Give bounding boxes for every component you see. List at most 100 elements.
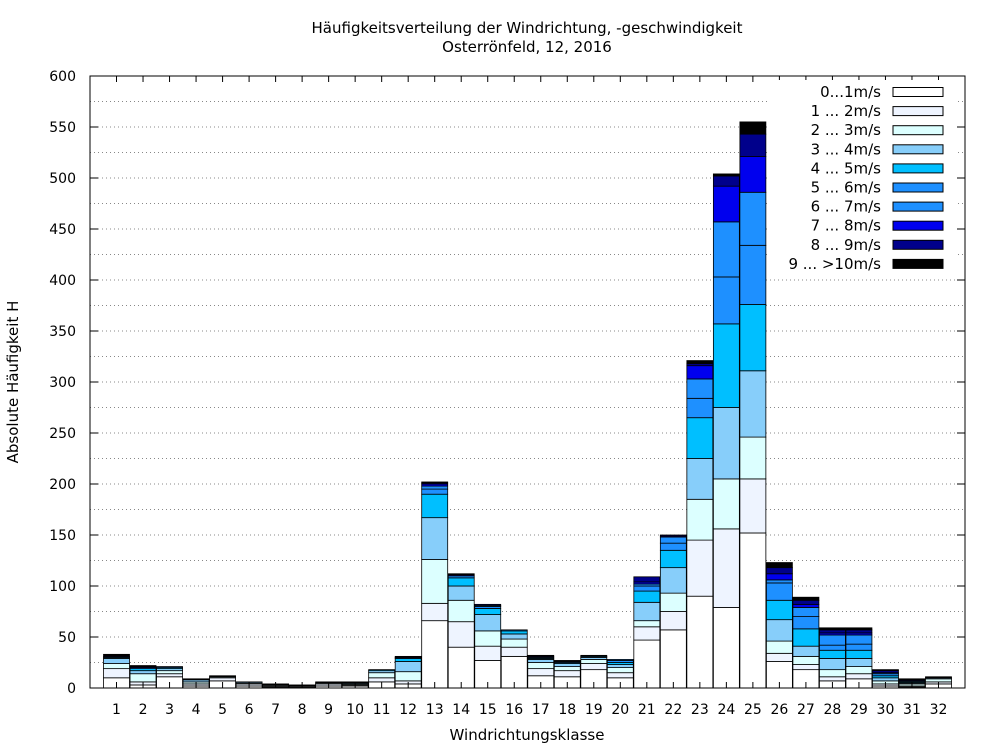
chart-title: Häufigkeitsverteilung der Windrichtung, … [312,19,743,37]
bar-segment-10 [898,678,926,681]
bar-segment-3 [686,498,714,541]
bar-segment-10 [686,360,714,365]
bar-segment-2 [739,478,767,534]
bar-segment-3 [129,673,157,683]
bar-segment-1 [633,639,661,689]
bar-segment-7 [712,221,740,278]
bar-segment-10 [421,481,449,484]
y-tick-label: 350 [49,324,76,340]
bar-segment-2 [819,676,846,682]
bar-segment-9 [792,599,820,605]
bar-segment-10 [712,173,740,177]
bar-segment-8 [739,156,767,193]
bar-segment-6 [739,244,767,305]
bar-segment-4 [792,645,820,657]
y-tick-label: 250 [49,426,76,442]
bar-segment-10 [447,573,475,576]
x-tick-label: 16 [505,702,523,718]
bar-segment-3 [792,655,820,665]
y-tick-label: 450 [49,222,76,238]
bar-segment-7 [606,659,634,661]
y-tick-label: 50 [58,630,76,646]
bar-segment-4 [447,585,475,601]
bar-segment-1 [447,646,475,689]
bar-segment-10 [925,676,952,679]
bar-segment-10 [129,665,157,667]
legend-label: 2 ... 3m/s [811,121,882,139]
bar-segment-10 [209,675,236,678]
bar-segment-2 [633,626,661,641]
legend-label: 5 ... 6m/s [811,179,882,197]
legend-swatch [892,182,944,193]
bar-segment-4 [739,370,767,438]
x-tick-label: 5 [218,702,227,718]
bar-segment-2 [580,663,608,671]
bar-segment-4 [633,601,661,622]
bar-segment-9 [819,629,846,634]
bar-segment-5 [712,323,740,408]
bar-segment-3 [633,620,661,628]
bar-segment-3 [766,640,793,654]
bar-segment-4 [103,658,130,664]
bar-segment-2 [712,528,740,608]
legend-label: 7 ... 8m/s [811,217,882,235]
bar-segment-8 [766,573,793,581]
bar-segment-1 [659,629,687,689]
bar-segment-9 [766,567,793,575]
bar-segment-6 [500,629,528,632]
bar-segment-3 [527,662,555,670]
y-tick-label: 150 [49,528,76,544]
bar-segment-2 [447,621,475,648]
bar-segment-6 [421,488,449,495]
x-axis-label: Windrichtungsklasse [450,726,605,744]
bar-segment-5 [766,599,793,621]
bar-segment-7 [739,191,767,246]
bar-segment-10 [553,660,581,662]
x-tick-label: 2 [139,702,148,718]
bar-segment-1 [421,620,449,689]
x-tick-label: 1 [112,702,121,718]
bar-segment-3 [925,678,952,683]
x-tick-label: 13 [426,702,444,718]
bar-segment-8 [792,603,820,608]
bar-segment-3 [500,638,528,648]
bar-segment-10 [527,654,555,657]
bar-segment-10 [819,627,846,631]
bar-segment-10 [766,562,793,569]
x-tick-label: 10 [346,702,364,718]
bar-segment-10 [394,655,422,658]
bar-segment-7 [659,536,687,544]
legend-swatch [892,239,944,250]
x-tick-label: 19 [585,702,603,718]
bar-segment-3 [659,592,687,612]
bar-segment-7 [766,579,793,584]
bar-segment-4 [421,517,449,560]
bar-segment-5 [792,628,820,647]
legend-swatch [892,144,944,155]
bar-segment-2 [103,668,130,679]
x-tick-label: 24 [717,702,735,718]
bar-segment-3 [739,436,767,480]
bar-segment-5 [368,669,396,672]
bar-segment-4 [474,614,502,632]
bar-segment-4 [500,633,528,640]
bar-segment-10 [845,627,873,631]
bar-segment-4 [845,658,873,667]
legend-swatch [892,106,944,117]
bar-segment-3 [394,671,422,682]
bar-segment-7 [792,607,820,617]
x-tick-label: 23 [691,702,709,718]
legend-label: 8 ... 9m/s [811,236,882,254]
x-tick-label: 12 [399,702,417,718]
legend-swatch [892,163,944,174]
y-tick-label: 600 [49,69,76,85]
bar-segment-2 [156,673,183,678]
bar-segment-3 [819,669,846,678]
legend: 0...1m/s1 ... 2m/s2 ... 3m/s3 ... 4m/s4 … [770,80,955,275]
bar-segment-1 [739,532,767,689]
x-tick-label: 29 [850,702,868,718]
bar-segment-4 [606,664,634,668]
legend-swatch [892,125,944,136]
bar-segment-6 [686,397,714,419]
